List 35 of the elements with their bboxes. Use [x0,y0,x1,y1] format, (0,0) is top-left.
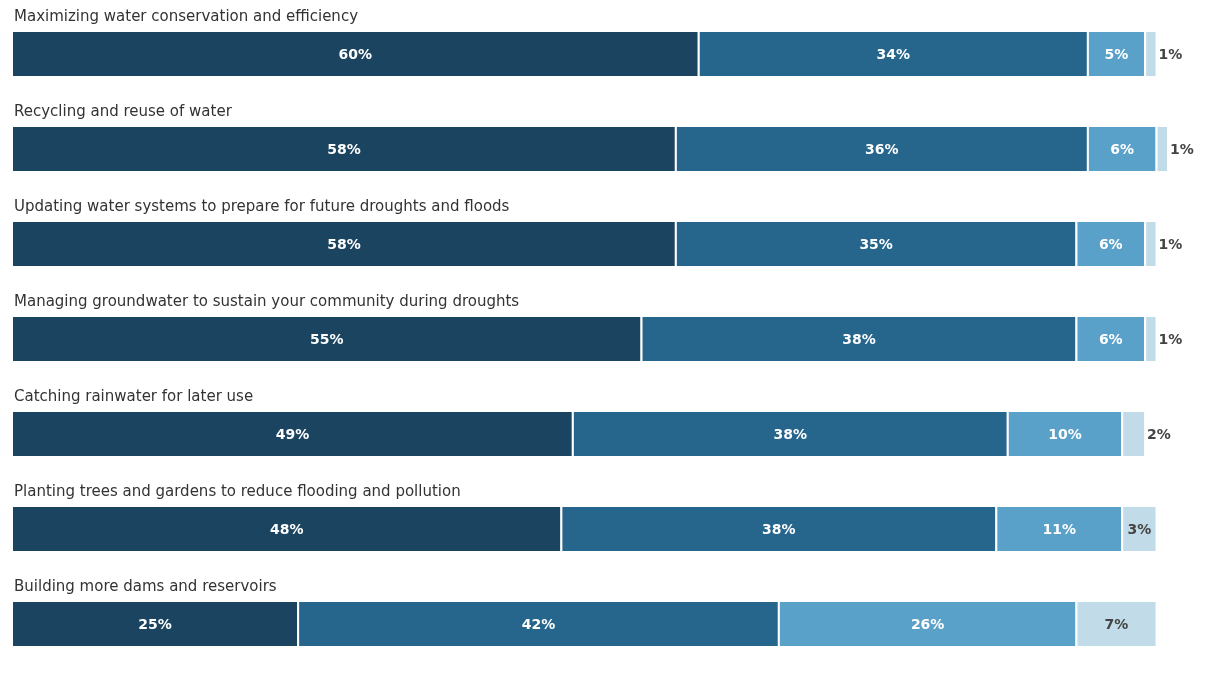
y-tick-label: Building more dams and reservoirs [14,577,277,595]
y-tick-label: Recycling and reuse of water [14,102,233,120]
data-label: 38% [762,521,796,537]
y-tick-label: Maximizing water conservation and efficiency [14,7,359,25]
data-label: 1% [1158,331,1183,347]
data-label: 6% [1098,331,1123,347]
data-label: 7% [1104,616,1129,632]
data-label: 34% [876,46,911,62]
data-label: 36% [865,141,899,157]
data-label: 26% [910,616,945,632]
data-label: 3% [1127,521,1152,537]
data-label: 1% [1158,46,1183,62]
data-label: 2% [1147,426,1171,442]
data-label: 35% [859,236,893,252]
data-label: 10% [1048,426,1082,442]
data-label: 48% [269,521,304,537]
data-label: 1% [1170,141,1194,157]
y-tick-label: Managing groundwater to sustain your community during droughts [14,292,520,310]
data-label: 38% [842,331,876,347]
y-tick-label: Planting trees and gardens to reduce flooding and pollution [14,482,461,500]
data-label: 58% [327,141,361,157]
data-label: 5% [1104,46,1129,62]
data-label: 58% [327,236,361,252]
data-label: 55% [309,331,344,347]
y-tick-label: Catching rainwater for later use [14,387,254,405]
data-label: 6% [1110,141,1135,157]
data-label: 6% [1098,236,1123,252]
data-label: 1% [1158,236,1183,252]
data-label: 60% [338,46,373,62]
data-label: 11% [1042,521,1077,537]
data-label: 25% [138,616,172,632]
data-label: 42% [521,616,556,632]
data-label: 49% [275,426,310,442]
data-label: 38% [773,426,808,442]
y-tick-label: Updating water systems to prepare for future droughts and floods [14,197,510,215]
